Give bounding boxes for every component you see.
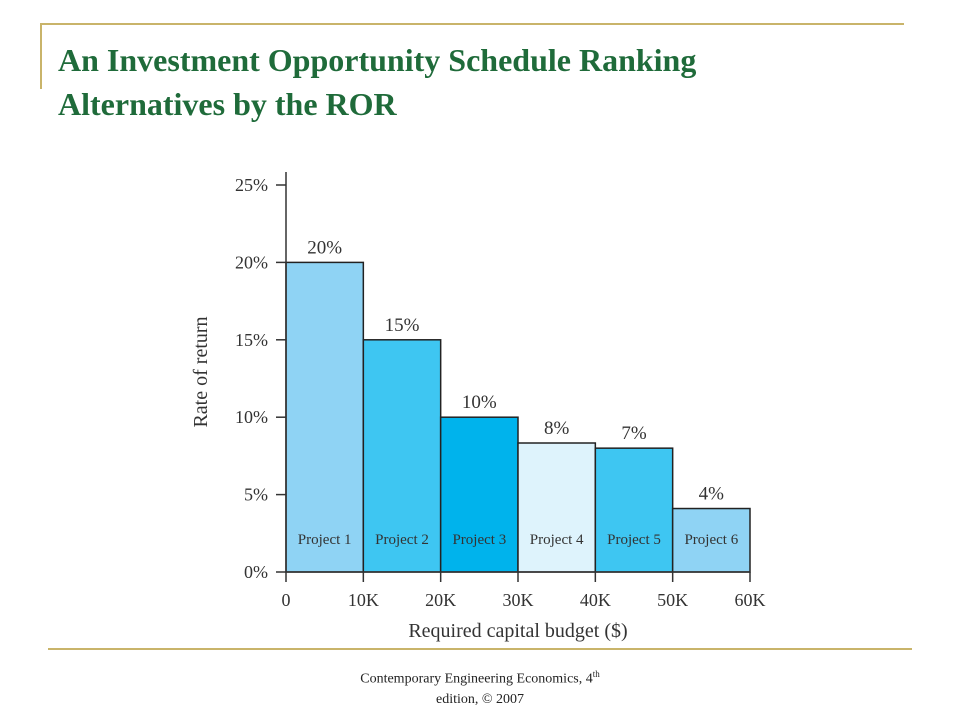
bar-project-label-3: Project 3	[452, 532, 506, 548]
x-tick-label-6: 60K	[735, 590, 766, 610]
y-axis-title: Rate of return	[190, 316, 212, 427]
bar-project-label-5: Project 5	[607, 532, 661, 548]
x-tick-label-4: 40K	[580, 590, 611, 610]
y-tick-label-0: 0%	[244, 562, 268, 582]
bar-3	[439, 416, 519, 573]
title-line-1: An Investment Opportunity Schedule Ranki…	[58, 42, 697, 78]
slide-title: An Investment Opportunity Schedule Ranki…	[58, 38, 918, 126]
bar-project-label-6: Project 6	[684, 532, 738, 548]
x-tick-label-3: 30K	[503, 590, 534, 610]
axes-layer: 0% 5% 10% 15% 20% 25% 0 10K 20K 30K 40K 50K 60K	[235, 172, 766, 610]
footer-line-2: edition, © 2007	[435, 691, 525, 707]
bar-value-label-3: 10%	[462, 392, 497, 413]
bar-5	[594, 447, 674, 573]
bar-value-label-2: 15%	[385, 315, 420, 336]
x-tick-label-2: 20K	[425, 590, 456, 610]
y-tick-label-1: 5%	[244, 485, 268, 505]
x-tick-label-1: 10K	[348, 590, 379, 610]
top-rule	[40, 23, 904, 25]
bar-value-label-6: 4%	[699, 484, 725, 505]
y-tick-label-3: 15%	[235, 330, 268, 350]
bar-6	[671, 507, 751, 573]
bar-value-label-5: 7%	[621, 423, 647, 444]
bar-4	[517, 442, 597, 573]
bars-layer: 20% Project 1 15% Project 2 10% Project 3 8% Pr…	[285, 237, 751, 573]
bar-1	[285, 261, 365, 573]
footer-superscript: th	[592, 669, 600, 679]
title-line-2: Alternatives by the ROR	[58, 86, 397, 122]
x-tick-label-5: 50K	[657, 590, 688, 610]
footer-line-1: Contemporary Engineering Economics, 4	[360, 671, 593, 687]
y-tick-label-5: 25%	[235, 175, 268, 195]
bar-project-label-2: Project 2	[375, 532, 429, 548]
x-tick-label-0: 0	[282, 590, 291, 610]
bottom-rule	[48, 648, 912, 650]
bar-value-label-1: 20%	[307, 237, 342, 258]
x-axis-title: Required capital budget ($)	[408, 620, 627, 642]
footer-citation: Contemporary Engineering Economics, 4th …	[280, 664, 680, 710]
y-tick-label-2: 10%	[235, 407, 268, 427]
bar-project-label-4: Project 4	[530, 532, 584, 548]
bar-value-label-4: 8%	[544, 418, 570, 439]
bar-project-label-1: Project 1	[298, 532, 352, 548]
y-tick-label-4: 20%	[235, 252, 268, 272]
left-rule	[40, 23, 42, 89]
